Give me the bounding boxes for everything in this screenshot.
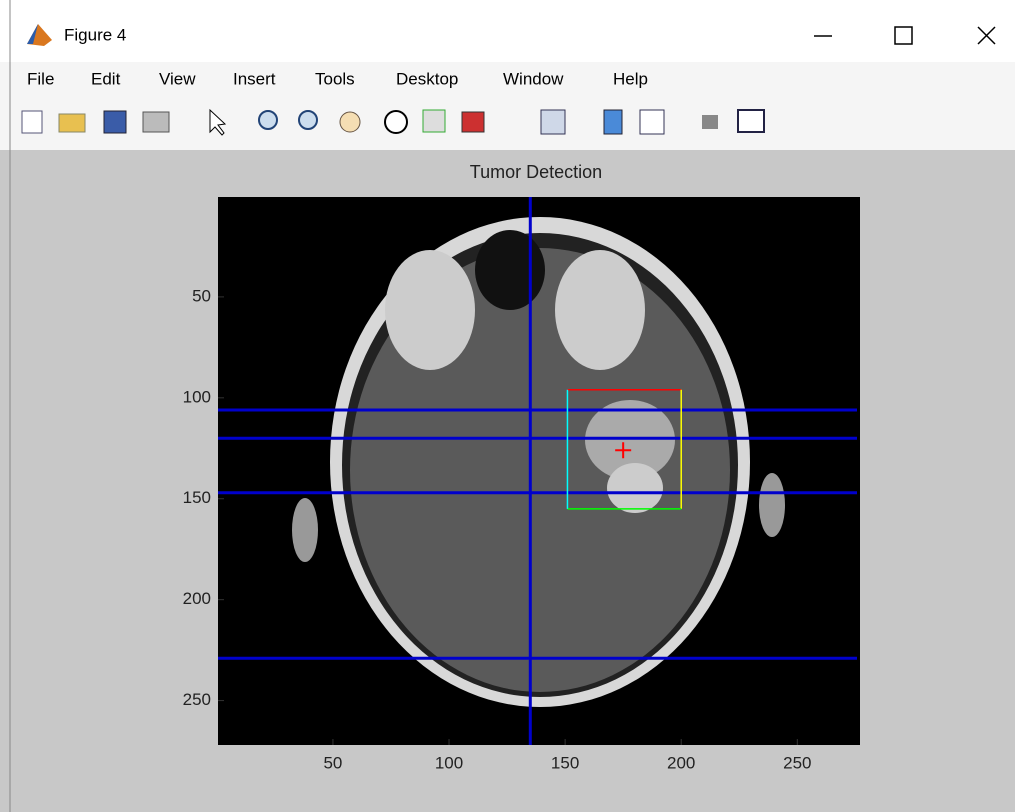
x-tick-label: 50 <box>323 753 342 772</box>
menu-item[interactable]: Help <box>613 69 648 88</box>
tool-select[interactable] <box>209 108 227 136</box>
axes-title: Tumor Detection <box>470 162 602 182</box>
y-tick-label: 100 <box>183 387 211 406</box>
close-button[interactable] <box>977 26 996 45</box>
window-title: Figure 4 <box>64 25 126 44</box>
menu-item[interactable]: Window <box>503 69 564 88</box>
marker <box>615 442 632 459</box>
tumor-region <box>607 463 663 513</box>
eye-region <box>385 250 475 370</box>
tool-show[interactable] <box>737 109 765 133</box>
menu-bar: File Edit View Insert Tools Desktop Window Help <box>27 69 648 88</box>
maximize-button[interactable] <box>894 26 913 45</box>
x-tick-label: 150 <box>551 753 579 772</box>
tool-datatip[interactable] <box>422 109 446 133</box>
eye-region <box>555 250 645 370</box>
menu-item[interactable]: File <box>27 69 54 88</box>
image <box>218 197 860 745</box>
x-tick-label: 100 <box>435 753 463 772</box>
x-tick-label: 250 <box>783 753 811 772</box>
y-tick-label: 150 <box>183 488 211 507</box>
y-tick-label: 50 <box>192 286 211 305</box>
tool-open[interactable] <box>58 113 86 133</box>
tool-rotate[interactable] <box>384 110 408 134</box>
tool-save[interactable] <box>103 110 127 134</box>
ear <box>759 473 785 537</box>
tool-zoom-out[interactable] <box>298 110 318 130</box>
menu-item[interactable]: Tools <box>315 69 355 88</box>
menu-item[interactable]: Desktop <box>396 69 458 88</box>
tool-legend[interactable] <box>639 109 665 135</box>
tumor-region <box>585 400 675 480</box>
x-tick-label: 200 <box>667 753 695 772</box>
title-bar <box>0 0 1015 62</box>
menu-item[interactable]: Edit <box>91 69 121 88</box>
toolbar <box>21 108 765 136</box>
tool-new[interactable] <box>21 110 43 134</box>
tool-link[interactable] <box>540 109 566 135</box>
sinus <box>475 230 545 310</box>
axes: 50 100 150 200 250 50 100 150 200 250 <box>183 197 857 772</box>
tool-pan[interactable] <box>339 111 361 133</box>
tool-colorbar[interactable] <box>603 109 623 135</box>
tool-brush[interactable] <box>461 111 485 133</box>
y-tick-label: 250 <box>183 690 211 709</box>
ear <box>292 498 318 562</box>
tool-zoom-in[interactable] <box>258 110 278 130</box>
app-icon-part <box>27 24 38 44</box>
y-tick-label: 200 <box>183 589 211 608</box>
tool-print[interactable] <box>142 111 170 133</box>
menu-item[interactable]: View <box>159 69 196 88</box>
tool-hide[interactable] <box>702 115 718 129</box>
menu-item[interactable]: Insert <box>233 69 276 88</box>
